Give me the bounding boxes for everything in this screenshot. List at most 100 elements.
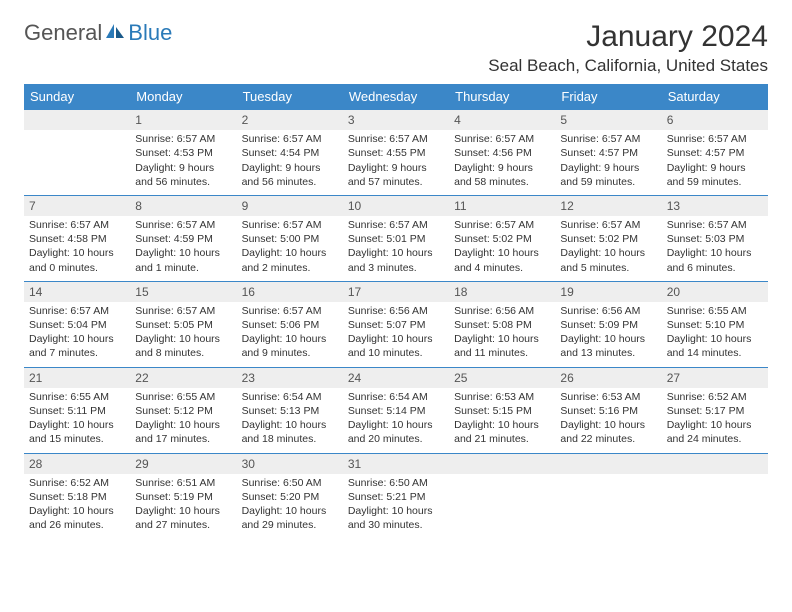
daylight-text-1: Daylight: 9 hours [560, 161, 656, 175]
daylight-text-2: and 20 minutes. [348, 432, 444, 446]
sunrise-text: Sunrise: 6:53 AM [454, 390, 550, 404]
daylight-text-2: and 9 minutes. [242, 346, 338, 360]
day-header-wednesday: Wednesday [343, 84, 449, 109]
day-cell: 10Sunrise: 6:57 AMSunset: 5:01 PMDayligh… [343, 195, 449, 281]
daylight-text-1: Daylight: 10 hours [454, 246, 550, 260]
daylight-text-2: and 3 minutes. [348, 261, 444, 275]
day-cell: 28Sunrise: 6:52 AMSunset: 5:18 PMDayligh… [24, 453, 130, 539]
sunset-text: Sunset: 5:02 PM [454, 232, 550, 246]
day-cell: 4Sunrise: 6:57 AMSunset: 4:56 PMDaylight… [449, 109, 555, 195]
daylight-text-2: and 59 minutes. [667, 175, 763, 189]
sunset-text: Sunset: 5:05 PM [135, 318, 231, 332]
day-number: 4 [449, 109, 555, 130]
sunset-text: Sunset: 5:11 PM [29, 404, 125, 418]
daylight-text-2: and 6 minutes. [667, 261, 763, 275]
daylight-text-1: Daylight: 10 hours [242, 246, 338, 260]
daylight-text-1: Daylight: 10 hours [560, 246, 656, 260]
day-content: Sunrise: 6:50 AMSunset: 5:20 PMDaylight:… [237, 474, 343, 539]
sunrise-text: Sunrise: 6:57 AM [242, 218, 338, 232]
week-row: .1Sunrise: 6:57 AMSunset: 4:53 PMDayligh… [24, 109, 768, 195]
daylight-text-2: and 17 minutes. [135, 432, 231, 446]
day-header-tuesday: Tuesday [237, 84, 343, 109]
sunrise-text: Sunrise: 6:56 AM [454, 304, 550, 318]
sunset-text: Sunset: 5:14 PM [348, 404, 444, 418]
sunset-text: Sunset: 5:04 PM [29, 318, 125, 332]
week-row: 14Sunrise: 6:57 AMSunset: 5:04 PMDayligh… [24, 281, 768, 367]
day-cell: . [662, 453, 768, 539]
daylight-text-1: Daylight: 10 hours [135, 418, 231, 432]
day-cell: 31Sunrise: 6:50 AMSunset: 5:21 PMDayligh… [343, 453, 449, 539]
daylight-text-1: Daylight: 10 hours [348, 418, 444, 432]
daylight-text-2: and 1 minute. [135, 261, 231, 275]
day-number: 18 [449, 281, 555, 302]
sunrise-text: Sunrise: 6:57 AM [348, 132, 444, 146]
daylight-text-1: Daylight: 10 hours [454, 332, 550, 346]
daylight-text-2: and 18 minutes. [242, 432, 338, 446]
sunset-text: Sunset: 5:01 PM [348, 232, 444, 246]
daylight-text-1: Daylight: 10 hours [560, 418, 656, 432]
day-number: 12 [555, 195, 661, 216]
week-row: 21Sunrise: 6:55 AMSunset: 5:11 PMDayligh… [24, 367, 768, 453]
day-number: 1 [130, 109, 236, 130]
daylight-text-1: Daylight: 10 hours [667, 332, 763, 346]
sunset-text: Sunset: 5:09 PM [560, 318, 656, 332]
day-content: Sunrise: 6:57 AMSunset: 4:54 PMDaylight:… [237, 130, 343, 195]
sunset-text: Sunset: 4:54 PM [242, 146, 338, 160]
day-header-friday: Friday [555, 84, 661, 109]
day-cell: 27Sunrise: 6:52 AMSunset: 5:17 PMDayligh… [662, 367, 768, 453]
daylight-text-2: and 29 minutes. [242, 518, 338, 532]
day-content: Sunrise: 6:51 AMSunset: 5:19 PMDaylight:… [130, 474, 236, 539]
day-number: 19 [555, 281, 661, 302]
sunrise-text: Sunrise: 6:57 AM [29, 218, 125, 232]
sunrise-text: Sunrise: 6:55 AM [29, 390, 125, 404]
day-content: Sunrise: 6:57 AMSunset: 5:00 PMDaylight:… [237, 216, 343, 281]
daylight-text-2: and 22 minutes. [560, 432, 656, 446]
sunrise-text: Sunrise: 6:57 AM [667, 218, 763, 232]
title-block: January 2024 Seal Beach, California, Uni… [488, 20, 768, 76]
day-number: 2 [237, 109, 343, 130]
day-content: Sunrise: 6:52 AMSunset: 5:17 PMDaylight:… [662, 388, 768, 453]
day-header-saturday: Saturday [662, 84, 768, 109]
day-content: Sunrise: 6:57 AMSunset: 4:55 PMDaylight:… [343, 130, 449, 195]
daylight-text-1: Daylight: 10 hours [667, 418, 763, 432]
day-cell: 18Sunrise: 6:56 AMSunset: 5:08 PMDayligh… [449, 281, 555, 367]
day-content: Sunrise: 6:57 AMSunset: 4:57 PMDaylight:… [555, 130, 661, 195]
calendar: Sunday Monday Tuesday Wednesday Thursday… [24, 84, 768, 538]
daylight-text-1: Daylight: 9 hours [348, 161, 444, 175]
sunset-text: Sunset: 5:12 PM [135, 404, 231, 418]
day-content: Sunrise: 6:55 AMSunset: 5:10 PMDaylight:… [662, 302, 768, 367]
day-content: Sunrise: 6:56 AMSunset: 5:08 PMDaylight:… [449, 302, 555, 367]
daylight-text-2: and 59 minutes. [560, 175, 656, 189]
day-header-row: Sunday Monday Tuesday Wednesday Thursday… [24, 84, 768, 109]
day-number: 5 [555, 109, 661, 130]
daylight-text-2: and 0 minutes. [29, 261, 125, 275]
daylight-text-2: and 2 minutes. [242, 261, 338, 275]
day-header-monday: Monday [130, 84, 236, 109]
day-number: 22 [130, 367, 236, 388]
day-cell: . [449, 453, 555, 539]
day-cell: 15Sunrise: 6:57 AMSunset: 5:05 PMDayligh… [130, 281, 236, 367]
daylight-text-1: Daylight: 10 hours [348, 332, 444, 346]
sunset-text: Sunset: 4:58 PM [29, 232, 125, 246]
sunrise-text: Sunrise: 6:57 AM [242, 132, 338, 146]
day-cell: 5Sunrise: 6:57 AMSunset: 4:57 PMDaylight… [555, 109, 661, 195]
daylight-text-2: and 26 minutes. [29, 518, 125, 532]
daylight-text-2: and 8 minutes. [135, 346, 231, 360]
day-content: Sunrise: 6:55 AMSunset: 5:11 PMDaylight:… [24, 388, 130, 453]
sunrise-text: Sunrise: 6:57 AM [135, 304, 231, 318]
sunset-text: Sunset: 5:06 PM [242, 318, 338, 332]
sunset-text: Sunset: 5:00 PM [242, 232, 338, 246]
day-cell: 14Sunrise: 6:57 AMSunset: 5:04 PMDayligh… [24, 281, 130, 367]
day-number: 10 [343, 195, 449, 216]
sunrise-text: Sunrise: 6:57 AM [29, 304, 125, 318]
day-content: Sunrise: 6:57 AMSunset: 5:02 PMDaylight:… [555, 216, 661, 281]
day-number: 23 [237, 367, 343, 388]
day-number: . [662, 453, 768, 474]
daylight-text-1: Daylight: 10 hours [29, 504, 125, 518]
day-content: Sunrise: 6:56 AMSunset: 5:07 PMDaylight:… [343, 302, 449, 367]
daylight-text-1: Daylight: 10 hours [667, 246, 763, 260]
day-content: Sunrise: 6:50 AMSunset: 5:21 PMDaylight:… [343, 474, 449, 539]
daylight-text-2: and 57 minutes. [348, 175, 444, 189]
daylight-text-1: Daylight: 10 hours [242, 332, 338, 346]
sunrise-text: Sunrise: 6:52 AM [667, 390, 763, 404]
